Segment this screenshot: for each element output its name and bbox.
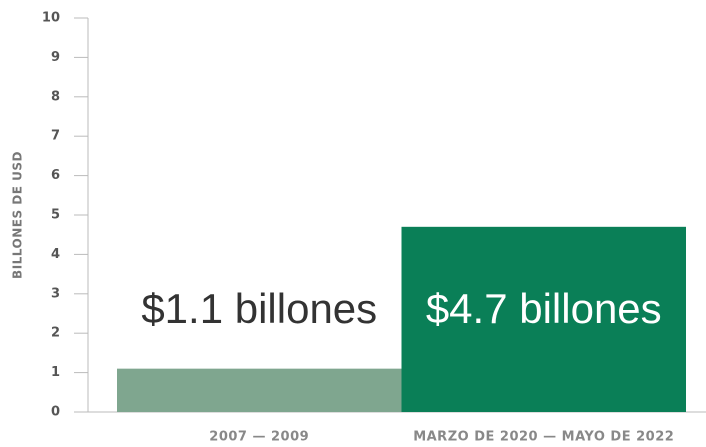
y-tick-label: 6 [51, 168, 60, 183]
y-tick-label: 1 [51, 365, 60, 380]
bar [401, 226, 686, 412]
value-label: $4.7 billones [426, 285, 662, 332]
y-tick-label: 10 [42, 11, 60, 26]
y-tick-label: 3 [51, 286, 60, 301]
y-tick-label: 9 [51, 50, 60, 65]
x-tick-label: 2007 — 2009 [209, 430, 309, 445]
y-tick-label: 7 [51, 129, 60, 144]
value-label: $1.1 billones [141, 285, 377, 332]
y-axis-label: BILLONES DE USD [11, 151, 25, 279]
bar [117, 368, 402, 412]
y-tick-label: 5 [51, 208, 60, 223]
y-tick-label: 0 [51, 405, 60, 420]
y-tick-label: 4 [51, 247, 60, 262]
y-tick-label: 8 [51, 89, 60, 104]
x-tick-label: MARZO DE 2020 — MAYO DE 2022 [413, 430, 674, 445]
y-tick-label: 2 [51, 326, 60, 341]
